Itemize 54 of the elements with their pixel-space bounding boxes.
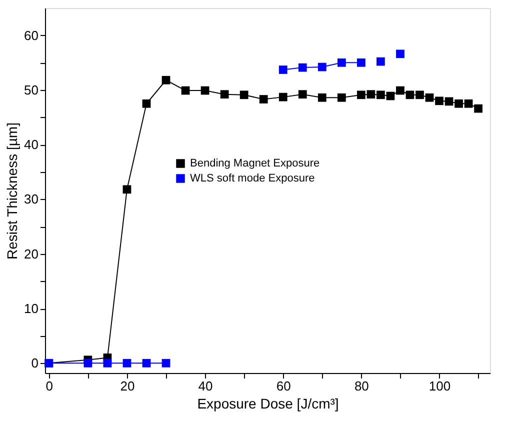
point [406, 90, 414, 100]
point [386, 92, 395, 100]
point [181, 86, 190, 95]
point [376, 57, 385, 66]
point [366, 90, 376, 99]
point [162, 76, 170, 84]
y-axis-title: Resist Thickness [µm] [4, 122, 20, 260]
point [416, 90, 424, 100]
point [122, 358, 132, 368]
point [162, 358, 170, 368]
x-tick-label: 40 [198, 378, 213, 394]
point [278, 92, 288, 102]
point [240, 90, 248, 100]
point [337, 93, 346, 102]
point [474, 104, 482, 113]
point [220, 90, 229, 99]
point [337, 58, 346, 67]
point [318, 62, 326, 72]
x-tick-label: 80 [354, 378, 369, 394]
x-tick-label: 0 [46, 378, 54, 394]
point [318, 93, 326, 102]
legend-label: WLS soft mode Exposure [190, 172, 315, 184]
point [200, 86, 210, 95]
point [142, 99, 151, 108]
point [396, 86, 404, 95]
point [84, 358, 92, 368]
legend-label: Bending Magnet Exposure [190, 158, 320, 170]
point [298, 90, 307, 99]
point [298, 63, 307, 72]
x-tick-label: 20 [120, 378, 135, 394]
y-tick-label: 40 [24, 137, 38, 152]
y-tick-label: 50 [24, 82, 38, 98]
point [396, 50, 404, 58]
point [259, 95, 268, 104]
point [357, 58, 366, 67]
y-tick-label: 60 [24, 28, 38, 43]
y-tick-label: 30 [24, 192, 38, 207]
point [278, 66, 288, 74]
y-tick-label: 0 [31, 356, 38, 371]
point [376, 90, 385, 100]
point [357, 90, 366, 100]
point [454, 99, 463, 108]
x-tick-label: 60 [276, 378, 291, 394]
x-tick-label: 100 [428, 378, 451, 394]
point [425, 93, 434, 102]
x-axis-title: Exposure Dose [J/cm³] [197, 396, 339, 412]
point [444, 97, 454, 106]
point [464, 99, 473, 108]
y-tick-label: 20 [24, 246, 38, 262]
point [142, 358, 151, 368]
y-tick-label: 10 [24, 301, 38, 316]
point [435, 96, 444, 106]
point [122, 185, 132, 194]
point [103, 358, 112, 368]
